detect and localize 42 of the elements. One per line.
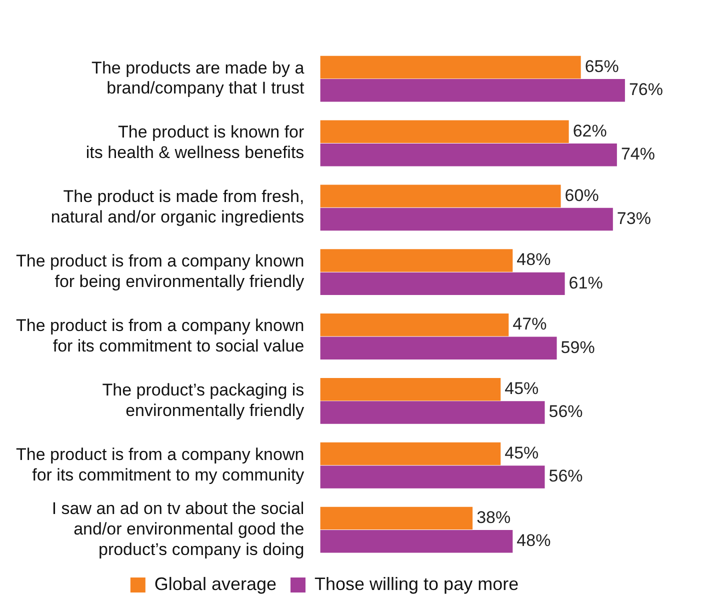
y-tick-label: I saw an ad on tv about the social and/or environmental good the product’s company is doing bbox=[52, 499, 304, 559]
y-tick-label: The product is from a company known for being environmentally friendly bbox=[16, 252, 305, 291]
data-label: 56% bbox=[548, 402, 583, 422]
data-label: 62% bbox=[572, 121, 607, 140]
data-label: 61% bbox=[568, 273, 603, 292]
bar bbox=[320, 530, 513, 553]
bar bbox=[320, 401, 545, 424]
bar bbox=[320, 378, 501, 401]
legend-label: Those willing to pay more bbox=[314, 574, 519, 594]
bar bbox=[320, 336, 557, 360]
data-label: 48% bbox=[516, 250, 551, 270]
y-tick-label: The product is made from fresh, natural and/or organic ingredients bbox=[50, 187, 304, 227]
bar bbox=[320, 120, 569, 144]
data-label: 76% bbox=[628, 80, 663, 100]
bar bbox=[320, 143, 617, 166]
y-tick-label: The product is from a company known for its commitment to my community bbox=[16, 444, 305, 484]
data-label: 38% bbox=[476, 508, 511, 527]
bar bbox=[320, 208, 613, 231]
y-tick-label: The product’s packaging is environmentally friendly bbox=[102, 380, 305, 420]
bar bbox=[320, 466, 545, 488]
data-label: 74% bbox=[620, 144, 655, 164]
data-label: 60% bbox=[564, 186, 599, 205]
data-label: 65% bbox=[584, 56, 619, 76]
y-tick-label: The product is from a company known for its commitment to social value bbox=[16, 316, 304, 356]
bar bbox=[320, 56, 581, 79]
bar bbox=[320, 272, 565, 296]
bar bbox=[320, 79, 625, 102]
data-label: 56% bbox=[548, 466, 583, 486]
legend-label: Global average bbox=[154, 574, 277, 594]
data-label: 45% bbox=[504, 443, 539, 462]
bar bbox=[320, 506, 473, 530]
bar bbox=[320, 314, 509, 336]
y-tick-label: The product is known for its health & wellness benefits bbox=[86, 122, 305, 162]
bar bbox=[320, 184, 561, 208]
data-label: 47% bbox=[512, 314, 547, 334]
y-tick-label: The products are made by a brand/company that I trust bbox=[92, 58, 305, 98]
data-label: 59% bbox=[560, 338, 595, 357]
data-label: 45% bbox=[504, 379, 539, 398]
bar bbox=[320, 249, 513, 272]
data-label: 73% bbox=[616, 208, 651, 228]
data-label: 48% bbox=[516, 531, 551, 550]
bar bbox=[320, 442, 501, 466]
